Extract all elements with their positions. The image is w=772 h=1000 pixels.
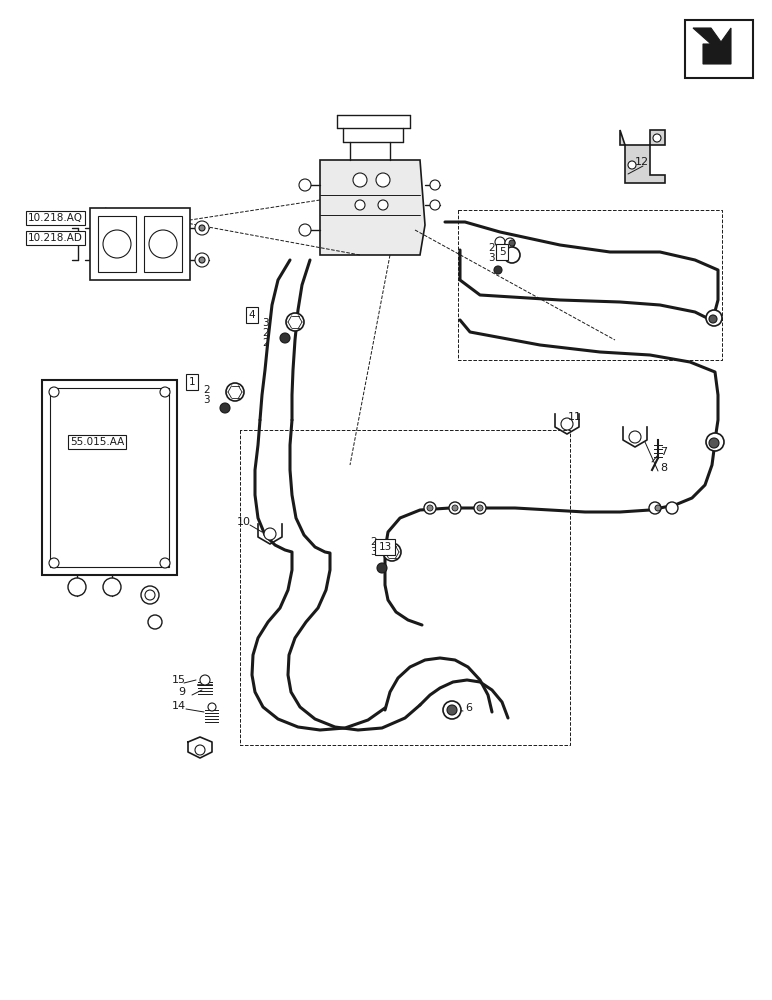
Circle shape xyxy=(199,257,205,263)
Circle shape xyxy=(709,315,717,323)
Circle shape xyxy=(430,200,440,210)
Bar xyxy=(50,388,169,567)
Circle shape xyxy=(195,745,205,755)
Circle shape xyxy=(378,200,388,210)
Bar xyxy=(98,216,136,272)
Bar xyxy=(42,380,177,575)
Circle shape xyxy=(145,590,155,600)
Polygon shape xyxy=(693,28,731,64)
Circle shape xyxy=(103,578,121,596)
Circle shape xyxy=(494,266,502,274)
Text: 2: 2 xyxy=(262,328,269,338)
Text: 3: 3 xyxy=(370,547,377,557)
Circle shape xyxy=(629,431,641,443)
Circle shape xyxy=(504,247,520,263)
Circle shape xyxy=(299,224,311,236)
Text: 12: 12 xyxy=(635,157,649,167)
Circle shape xyxy=(148,615,162,629)
Text: 1: 1 xyxy=(188,377,195,387)
Text: 2: 2 xyxy=(262,338,269,348)
Circle shape xyxy=(286,313,304,331)
Text: 14: 14 xyxy=(172,701,186,711)
Text: 15: 15 xyxy=(172,675,186,685)
Circle shape xyxy=(226,383,244,401)
Circle shape xyxy=(200,675,210,685)
Text: 2: 2 xyxy=(488,243,495,253)
Text: 11: 11 xyxy=(568,412,582,422)
Text: 2: 2 xyxy=(203,385,210,395)
Circle shape xyxy=(430,180,440,190)
Circle shape xyxy=(49,558,59,568)
Text: 10.218.AQ: 10.218.AQ xyxy=(28,213,83,223)
Circle shape xyxy=(376,173,390,187)
Circle shape xyxy=(447,705,457,715)
Text: 3: 3 xyxy=(262,318,269,328)
Circle shape xyxy=(427,505,433,511)
Text: 7: 7 xyxy=(660,447,667,457)
Circle shape xyxy=(424,502,436,514)
Circle shape xyxy=(141,586,159,604)
Circle shape xyxy=(220,403,230,413)
Circle shape xyxy=(655,505,661,511)
Polygon shape xyxy=(620,130,665,183)
Circle shape xyxy=(49,387,59,397)
Circle shape xyxy=(160,558,170,568)
Circle shape xyxy=(68,578,86,596)
Circle shape xyxy=(353,173,367,187)
Circle shape xyxy=(666,502,678,514)
Text: 5: 5 xyxy=(499,247,506,257)
Circle shape xyxy=(477,505,483,511)
Circle shape xyxy=(505,238,515,248)
Circle shape xyxy=(443,701,461,719)
Text: 10: 10 xyxy=(237,517,251,527)
Circle shape xyxy=(649,502,661,514)
Polygon shape xyxy=(320,160,425,255)
Circle shape xyxy=(474,502,486,514)
Circle shape xyxy=(195,253,209,267)
Circle shape xyxy=(264,528,276,540)
Bar xyxy=(90,208,190,280)
Circle shape xyxy=(299,179,311,191)
Text: 3: 3 xyxy=(488,253,495,263)
Circle shape xyxy=(199,225,205,231)
Text: 4: 4 xyxy=(249,310,256,320)
Text: 10.218.AD: 10.218.AD xyxy=(28,233,83,243)
Circle shape xyxy=(628,161,636,169)
Text: 2: 2 xyxy=(370,537,377,547)
Circle shape xyxy=(103,230,131,258)
Circle shape xyxy=(561,418,573,430)
Circle shape xyxy=(509,240,515,246)
Circle shape xyxy=(452,505,458,511)
Circle shape xyxy=(653,134,661,142)
Text: 13: 13 xyxy=(378,542,391,552)
Circle shape xyxy=(195,221,209,235)
Circle shape xyxy=(709,438,719,448)
Circle shape xyxy=(355,200,365,210)
Circle shape xyxy=(383,543,401,561)
Circle shape xyxy=(377,563,387,573)
Circle shape xyxy=(495,237,505,247)
Text: 8: 8 xyxy=(660,463,667,473)
Circle shape xyxy=(706,433,724,451)
Circle shape xyxy=(160,387,170,397)
Circle shape xyxy=(149,230,177,258)
Bar xyxy=(144,216,182,272)
Circle shape xyxy=(280,333,290,343)
Text: 3: 3 xyxy=(203,395,210,405)
Text: 9: 9 xyxy=(178,687,185,697)
Bar xyxy=(685,20,753,78)
Text: 6: 6 xyxy=(465,703,472,713)
Circle shape xyxy=(208,703,216,711)
Text: 55.015.AA: 55.015.AA xyxy=(70,437,124,447)
Circle shape xyxy=(449,502,461,514)
Circle shape xyxy=(706,310,722,326)
